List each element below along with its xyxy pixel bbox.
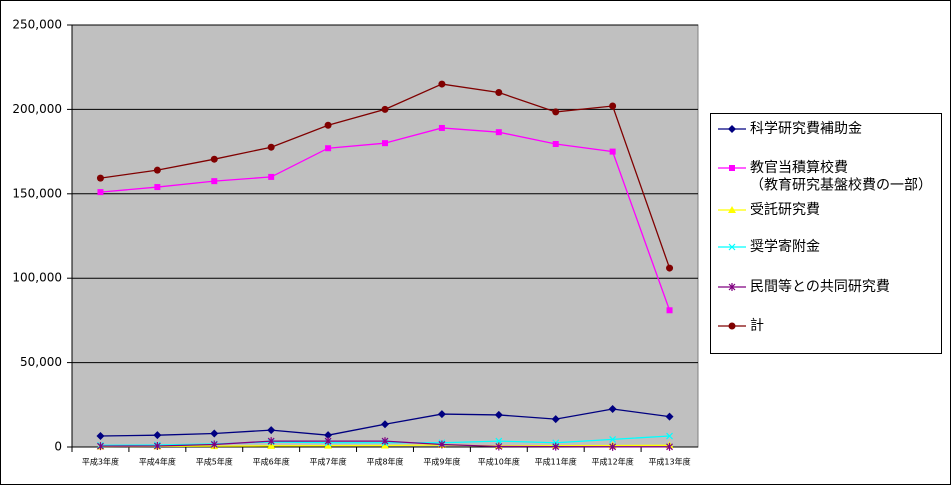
marker [609, 102, 617, 110]
marker [381, 437, 389, 446]
legend-label: 教官当積算校費（教育研究基盤校費の一部） [750, 159, 932, 194]
marker [728, 283, 736, 291]
marker [381, 105, 389, 113]
marker [97, 442, 104, 451]
marker [495, 442, 503, 451]
legend [710, 113, 942, 354]
marker [438, 80, 446, 88]
marker [381, 420, 389, 429]
marker [210, 155, 218, 163]
marker [324, 121, 332, 129]
marker [97, 189, 104, 196]
marker [729, 165, 735, 171]
x-tick-label: 平成13年度 [648, 457, 690, 467]
x-tick-label: 平成5年度 [196, 457, 233, 467]
y-tick-label: 150,000 [12, 186, 62, 200]
marker [495, 129, 502, 136]
x-tick-label: 平成3年度 [82, 457, 119, 467]
marker [666, 264, 674, 272]
marker [267, 426, 276, 435]
y-tick-label: 200,000 [12, 102, 62, 116]
plot-area [71, 24, 699, 448]
marker [728, 125, 736, 133]
marker [552, 141, 559, 148]
y-tick-label: 100,000 [12, 271, 62, 285]
x-tick-label: 平成4年度 [139, 457, 176, 467]
marker [494, 410, 503, 419]
marker [609, 442, 617, 451]
legend-label: 受託研究費 [750, 202, 820, 218]
marker [96, 432, 105, 441]
marker [324, 437, 332, 446]
y-tick-label: 250,000 [12, 18, 62, 32]
marker [153, 441, 161, 450]
marker [438, 124, 445, 131]
marker [666, 432, 673, 440]
marker [438, 440, 446, 449]
marker [437, 410, 446, 419]
marker [153, 166, 161, 174]
marker [325, 145, 332, 152]
marker [153, 431, 162, 440]
marker [324, 431, 333, 440]
x-tick-label: 平成11年度 [535, 457, 577, 467]
marker [267, 143, 275, 151]
x-tick-label: 平成6年度 [253, 457, 290, 467]
legend-label: 奨学寄附金 [750, 238, 820, 255]
marker [267, 437, 275, 446]
marker [382, 140, 388, 147]
marker [665, 412, 674, 421]
marker [324, 441, 333, 449]
marker [552, 442, 560, 451]
x-tick-label: 平成8年度 [366, 457, 403, 467]
marker [728, 322, 736, 330]
marker [267, 441, 276, 449]
marker [96, 174, 104, 182]
x-tick-label: 平成7年度 [310, 457, 347, 467]
marker [551, 415, 560, 424]
marker [552, 108, 560, 116]
marker [609, 435, 617, 443]
marker [666, 307, 673, 314]
y-tick-label: 0 [54, 440, 62, 454]
marker [210, 429, 219, 438]
marker [728, 243, 736, 251]
legend-label: 科学研究費補助金 [750, 121, 862, 137]
marker [495, 89, 503, 97]
marker [608, 405, 617, 414]
y-tick-label: 50,000 [20, 355, 62, 369]
marker [154, 184, 161, 191]
x-tick-label: 平成10年度 [478, 457, 520, 467]
marker [609, 148, 616, 155]
legend-label: 計 [750, 318, 764, 334]
marker [211, 178, 218, 185]
marker [268, 173, 275, 180]
x-tick-label: 平成12年度 [592, 457, 634, 467]
marker [495, 437, 503, 445]
marker [666, 442, 673, 451]
legend-label: 民間等との共同研究費 [750, 278, 890, 295]
x-tick-label: 平成9年度 [423, 457, 460, 467]
marker [210, 440, 218, 449]
marker [728, 206, 736, 213]
